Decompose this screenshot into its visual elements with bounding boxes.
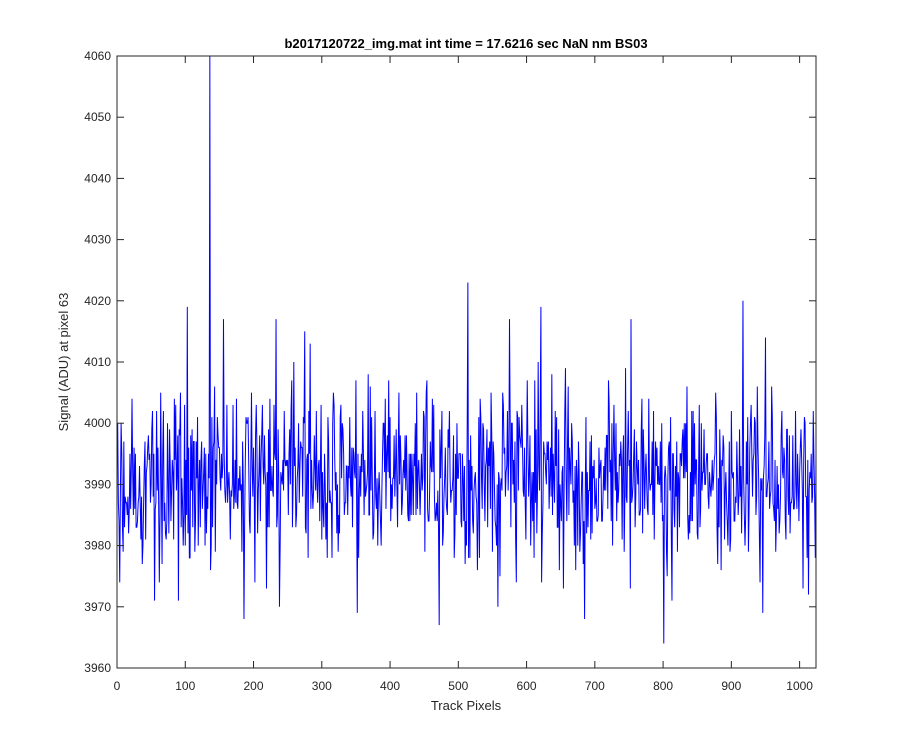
y-tick-label: 4010 bbox=[84, 355, 111, 369]
x-tick-label: 200 bbox=[244, 679, 264, 693]
x-tick-label: 900 bbox=[721, 679, 741, 693]
x-tick-label: 800 bbox=[653, 679, 673, 693]
y-tick-label: 3960 bbox=[84, 661, 111, 675]
x-tick-label: 600 bbox=[517, 679, 537, 693]
y-tick-label: 4050 bbox=[84, 110, 111, 124]
y-tick-label: 4000 bbox=[84, 416, 111, 430]
y-tick-label: 4030 bbox=[84, 233, 111, 247]
y-tick-label: 4020 bbox=[84, 294, 111, 308]
x-tick-label: 400 bbox=[380, 679, 400, 693]
x-tick-label: 100 bbox=[175, 679, 195, 693]
signal-series-line bbox=[117, 56, 816, 644]
plot-area bbox=[117, 56, 816, 668]
y-tick-label: 3980 bbox=[84, 539, 111, 553]
x-tick-label: 500 bbox=[448, 679, 468, 693]
series-group bbox=[117, 56, 816, 644]
y-axis-label: Signal (ADU) at pixel 63 bbox=[56, 293, 71, 432]
y-tick-label: 4060 bbox=[84, 49, 111, 63]
y-tick-label: 4040 bbox=[84, 171, 111, 185]
y-axis-ticks: 3960 3970 3980 3990 4000 4010 4020 4030 4040 4050… bbox=[84, 49, 816, 675]
x-axis-ticks: 0 100 200 300 400 500 600 700 800 900 1000 bbox=[114, 56, 813, 693]
x-tick-label: 0 bbox=[114, 679, 121, 693]
chart-title: b2017120722_img.mat int time = 17.6216 s… bbox=[284, 36, 647, 51]
y-tick-label: 3970 bbox=[84, 600, 111, 614]
x-tick-label: 1000 bbox=[786, 679, 813, 693]
y-tick-label: 3990 bbox=[84, 477, 111, 491]
x-axis-label: Track Pixels bbox=[431, 698, 502, 713]
x-tick-label: 300 bbox=[312, 679, 332, 693]
x-tick-label: 700 bbox=[585, 679, 605, 693]
